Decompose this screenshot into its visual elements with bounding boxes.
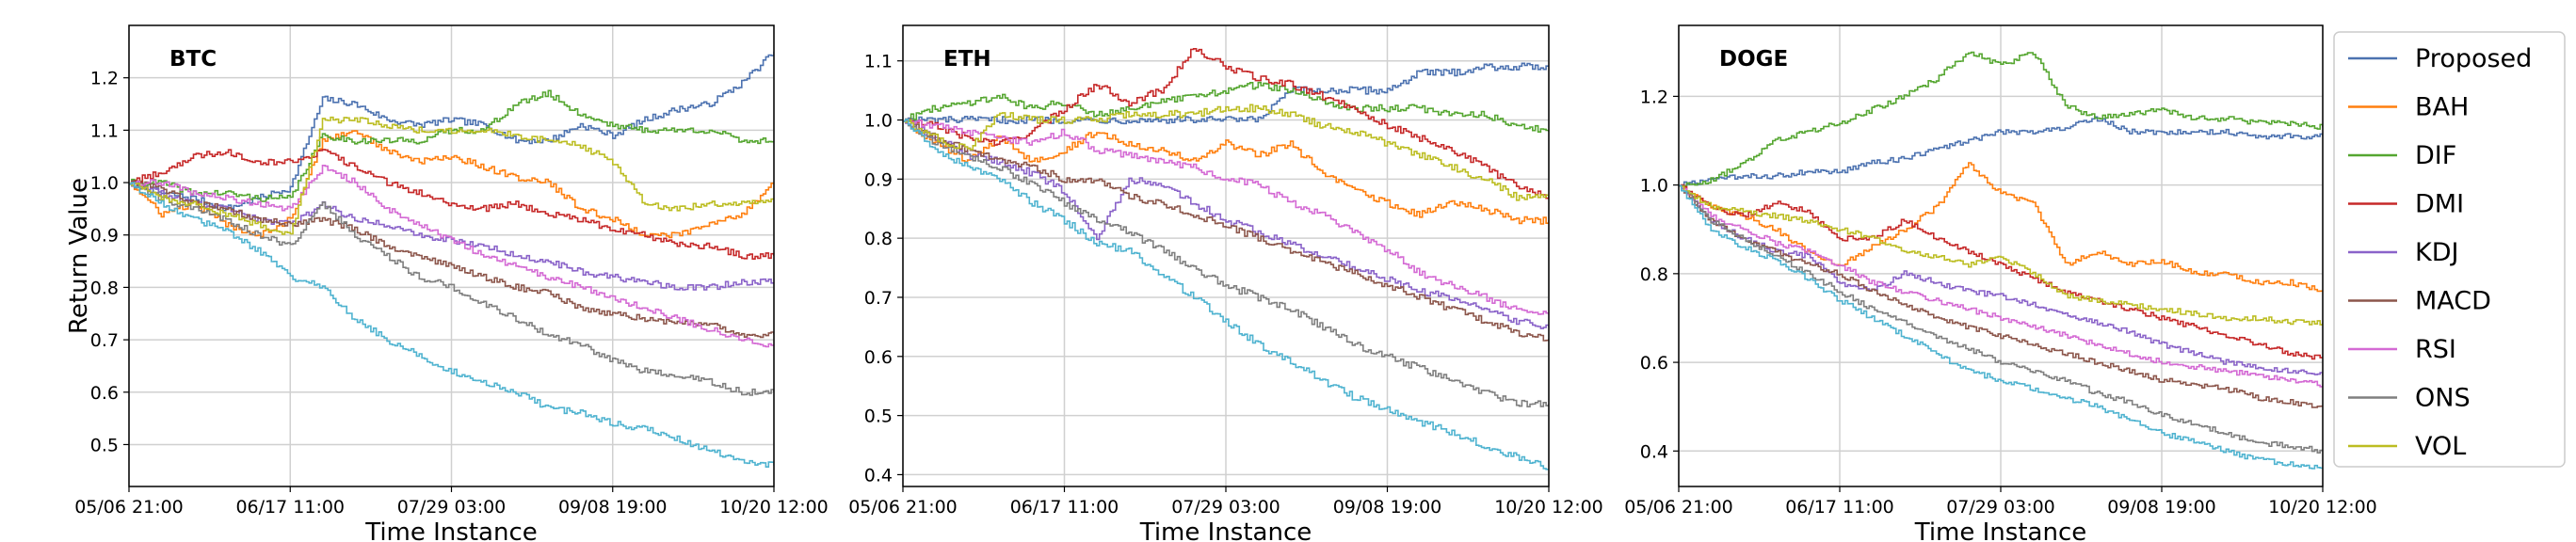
x-tick-label: 10/20 12:00 [719,497,829,518]
y-tick-label: 0.9 [864,169,893,190]
extra-line [903,118,1549,470]
x-axis-label: Time Instance [1914,518,2086,542]
x-tick-label: 09/08 19:00 [1333,497,1442,518]
y-tick-label: 1.2 [90,69,119,89]
extra-line [1679,184,2323,470]
legend-item-bah: BAH [2348,93,2469,122]
y-tick-label: 1.1 [864,52,893,72]
y-tick-label: 1.0 [1640,176,1668,197]
y-tick-label: 0.8 [864,229,893,249]
panel-title: ETH [943,47,991,72]
macd-line [129,181,774,339]
extra-line [129,182,774,468]
legend-item-rsi: RSI [2348,335,2456,364]
dmi-line [129,149,774,260]
y-tick-label: 1.2 [1640,87,1668,107]
panel-doge: 05/06 21:00 06/17 11:00 07/29 03:00 09/08 1… [1624,24,2377,542]
legend-item-ons: ONS [2348,384,2471,413]
legend-label: ONS [2415,384,2471,413]
x-tick-label: 10/20 12:00 [2268,497,2377,518]
legend-label: DIF [2415,141,2456,170]
ons-line [903,119,1549,407]
series-group [1679,51,2323,470]
legend-item-dif: DIF [2348,141,2456,170]
x-tick-label: 05/06 21:00 [848,497,958,518]
y-tick-label: 0.6 [90,383,119,404]
y-tick-label: 0.4 [1640,441,1668,462]
y-tick-label: 1.0 [864,111,893,132]
y-tick-label: 1.0 [90,173,119,194]
legend-item-dmi: DMI [2348,190,2464,219]
y-tick-label: 0.6 [864,347,893,368]
x-axis-label: Time Instance [1139,518,1312,542]
rsi-line [903,119,1549,315]
dif-line [1679,51,2323,187]
legend-item-kdj: KDJ [2348,238,2458,267]
legend-item-proposed: Proposed [2348,44,2532,73]
panel-title: BTC [169,47,217,72]
legend-box [2333,31,2566,468]
macd-line [1679,184,2323,408]
series-group [129,51,774,468]
y-tick-label: 0.6 [1640,353,1668,374]
proposed-line [903,62,1549,125]
panel-btc: 05/06 21:00 06/17 11:00 07/29 03:00 09/08 1… [65,24,829,542]
dmi-line [903,48,1549,199]
legend-label: MACD [2415,287,2491,316]
x-tick-label: 07/29 03:00 [1946,497,2055,518]
x-tick-label: 09/08 19:00 [558,497,668,518]
y-tick-label: 0.8 [1640,264,1668,285]
x-tick-label: 09/08 19:00 [2107,497,2216,518]
proposed-line [129,51,774,212]
axes-frame [902,24,1550,487]
series-group [903,48,1549,470]
bah-line [1679,162,2323,293]
proposed-line [1679,116,2323,187]
y-tick-label: 0.4 [864,465,893,486]
y-tick-label: 0.5 [90,435,119,455]
vol-line [903,104,1549,201]
macd-line [903,119,1549,342]
x-tick-label: 07/29 03:00 [1171,497,1280,518]
legend: Proposed BAH DIF DMI KDJ MACD RSI ONS VOL [2333,31,2566,468]
x-tick-label: 05/06 21:00 [1624,497,1733,518]
x-axis-label: Time Instance [364,518,537,542]
legend-label: KDJ [2415,238,2458,267]
y-tick-label: 0.9 [90,226,119,247]
axes-frame [1678,24,2324,487]
ons-line [1679,184,2323,454]
y-tick-label: 0.5 [864,406,893,427]
dmi-line [1679,183,2323,360]
x-tick-label: 06/17 11:00 [1785,497,1894,518]
legend-label: RSI [2415,335,2456,364]
y-tick-label: 1.1 [90,120,119,141]
kdj-line [903,120,1549,329]
panel-title: DOGE [1719,47,1788,72]
y-tick-label: 0.7 [864,288,893,309]
legend-item-vol: VOL [2348,432,2466,461]
legend-label: BAH [2415,93,2469,122]
rsi-line [1679,184,2323,388]
legend-item-macd: MACD [2348,287,2491,316]
vol-line [1679,184,2323,326]
legend-label: Proposed [2415,44,2532,73]
y-tick-label: 0.7 [90,330,119,351]
vol-line [129,116,774,235]
panel-eth: 05/06 21:00 06/17 11:00 07/29 03:00 09/08 1… [848,24,1603,542]
x-tick-label: 10/20 12:00 [1494,497,1603,518]
axes-frame [128,24,775,487]
dif-line [129,89,774,202]
x-tick-label: 07/29 03:00 [397,497,507,518]
x-tick-label: 06/17 11:00 [1010,497,1119,518]
x-tick-label: 06/17 11:00 [235,497,345,518]
y-tick-label: 0.8 [90,278,119,298]
legend-label: DMI [2415,190,2464,219]
x-tick-label: 05/06 21:00 [74,497,184,518]
ons-line [129,182,774,396]
y-axis-label: Return Value [65,178,93,334]
rsi-line [129,165,774,348]
legend-label: VOL [2415,432,2466,461]
dif-line [903,81,1549,133]
